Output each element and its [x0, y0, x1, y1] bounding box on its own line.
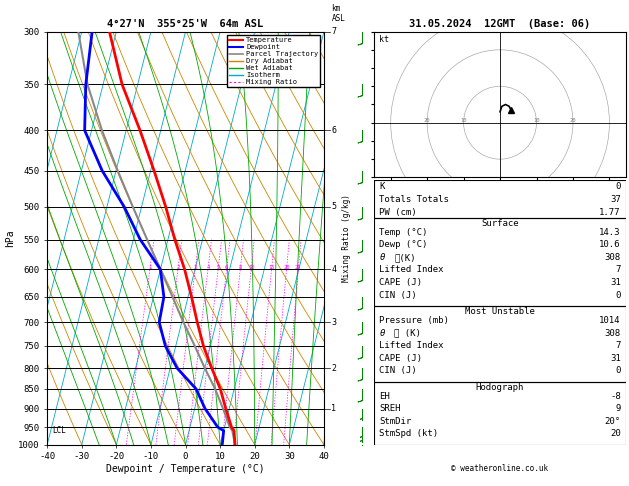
Legend: Temperature, Dewpoint, Parcel Trajectory, Dry Adiabat, Wet Adiabat, Isotherm, Mi: Temperature, Dewpoint, Parcel Trajectory… — [227, 35, 320, 87]
Text: 1014: 1014 — [599, 316, 621, 325]
Text: © weatheronline.co.uk: © weatheronline.co.uk — [452, 464, 548, 473]
Text: 20: 20 — [570, 118, 576, 123]
Text: 9: 9 — [615, 404, 621, 413]
Text: 10: 10 — [533, 118, 540, 123]
X-axis label: Dewpoint / Temperature (°C): Dewpoint / Temperature (°C) — [106, 464, 265, 474]
Text: ᴇ(K): ᴇ(K) — [394, 253, 416, 262]
Text: Pressure (mb): Pressure (mb) — [379, 316, 449, 325]
Text: -8: -8 — [610, 392, 621, 400]
Text: Hodograph: Hodograph — [476, 383, 524, 392]
Text: 5: 5 — [216, 265, 220, 270]
Text: 20: 20 — [283, 265, 290, 270]
Text: kt: kt — [379, 35, 389, 44]
Text: 8: 8 — [238, 265, 242, 270]
Text: Dewp (°C): Dewp (°C) — [379, 240, 428, 249]
Text: 14.3: 14.3 — [599, 227, 621, 237]
Text: StmDir: StmDir — [379, 417, 411, 426]
Text: θ: θ — [379, 253, 385, 262]
Text: 1: 1 — [331, 404, 337, 413]
Text: 25: 25 — [295, 265, 301, 270]
Text: 7: 7 — [615, 341, 621, 350]
Text: 308: 308 — [604, 253, 621, 262]
Text: 7: 7 — [615, 265, 621, 275]
Text: 5: 5 — [331, 202, 337, 211]
Text: 308: 308 — [604, 329, 621, 337]
Text: 37: 37 — [610, 195, 621, 204]
Text: 20: 20 — [424, 118, 430, 123]
Text: Most Unstable: Most Unstable — [465, 307, 535, 316]
Text: 4: 4 — [331, 265, 337, 274]
Text: EH: EH — [379, 392, 390, 400]
Text: StmSpd (kt): StmSpd (kt) — [379, 430, 438, 438]
Text: 4: 4 — [206, 265, 209, 270]
Text: 1: 1 — [148, 265, 152, 270]
Text: ᴇ (K): ᴇ (K) — [394, 329, 421, 337]
Text: 7: 7 — [331, 27, 337, 36]
Text: LCL: LCL — [52, 426, 66, 435]
Text: 10.6: 10.6 — [599, 240, 621, 249]
Text: PW (cm): PW (cm) — [379, 208, 417, 217]
Text: Temp (°C): Temp (°C) — [379, 227, 428, 237]
Text: CAPE (J): CAPE (J) — [379, 354, 422, 363]
Text: 0: 0 — [615, 182, 621, 191]
Text: 6: 6 — [225, 265, 228, 270]
Text: 10: 10 — [248, 265, 254, 270]
Text: 31: 31 — [610, 278, 621, 287]
Text: CAPE (J): CAPE (J) — [379, 278, 422, 287]
Text: 2: 2 — [176, 265, 179, 270]
Text: K: K — [379, 182, 385, 191]
Text: Surface: Surface — [481, 219, 519, 228]
Text: 0: 0 — [615, 291, 621, 300]
Text: 20: 20 — [610, 430, 621, 438]
Text: 0: 0 — [615, 366, 621, 375]
Y-axis label: hPa: hPa — [5, 229, 15, 247]
Text: 15: 15 — [268, 265, 275, 270]
Text: 3: 3 — [331, 318, 337, 327]
Text: Mixing Ratio (g/kg): Mixing Ratio (g/kg) — [342, 194, 350, 282]
Text: 20°: 20° — [604, 417, 621, 426]
Text: Lifted Index: Lifted Index — [379, 341, 444, 350]
Text: Lifted Index: Lifted Index — [379, 265, 444, 275]
Text: 2: 2 — [331, 364, 337, 373]
Text: 10: 10 — [460, 118, 467, 123]
Text: 1.77: 1.77 — [599, 208, 621, 217]
Text: km
ASL: km ASL — [331, 4, 345, 23]
Text: CIN (J): CIN (J) — [379, 366, 417, 375]
Text: 31.05.2024  12GMT  (Base: 06): 31.05.2024 12GMT (Base: 06) — [409, 19, 591, 29]
Text: θ: θ — [379, 329, 385, 337]
Title: 4°27'N  355°25'W  64m ASL: 4°27'N 355°25'W 64m ASL — [108, 19, 264, 30]
Text: 3: 3 — [194, 265, 197, 270]
Text: CIN (J): CIN (J) — [379, 291, 417, 300]
Text: 6: 6 — [331, 126, 337, 135]
Text: SREH: SREH — [379, 404, 401, 413]
Text: Totals Totals: Totals Totals — [379, 195, 449, 204]
Text: 31: 31 — [610, 354, 621, 363]
